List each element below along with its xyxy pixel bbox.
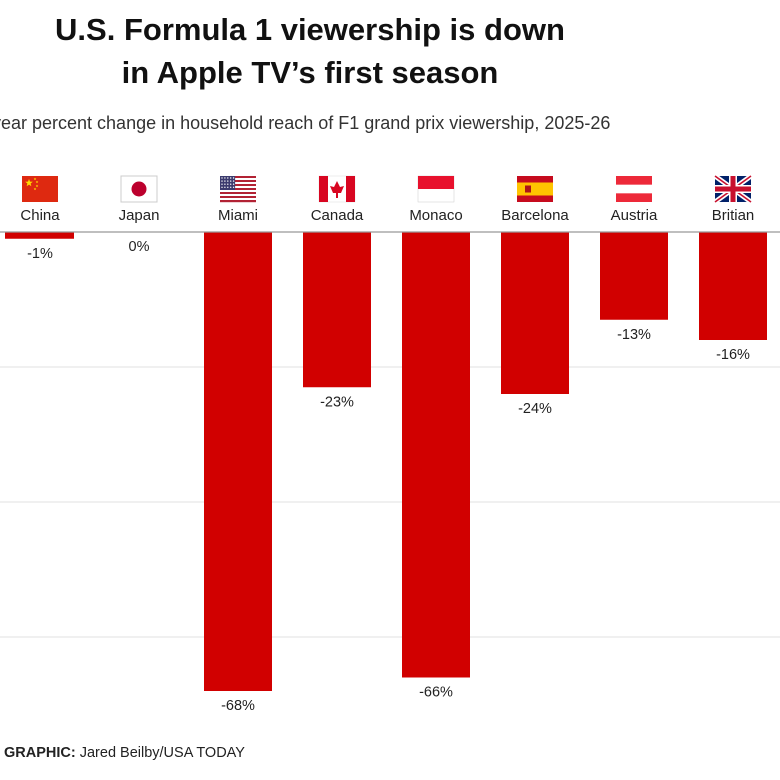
bar: [204, 232, 272, 691]
flag-star: [230, 177, 232, 179]
data-label: -23%: [320, 394, 354, 410]
data-label: -13%: [617, 327, 651, 343]
data-label: -68%: [221, 698, 255, 714]
flag-part: [220, 180, 256, 183]
title-line-1: U.S. Formula 1 viewership is down: [55, 12, 565, 47]
flag-star: [35, 180, 39, 184]
flag-part: [319, 176, 328, 202]
category-label: China: [20, 207, 60, 224]
flag-part: [220, 176, 236, 190]
category-label: Miami: [218, 207, 258, 224]
flag-part: [220, 188, 256, 191]
flag-star: [232, 186, 235, 188]
data-label: -66%: [419, 685, 453, 701]
flag-star: [221, 183, 223, 185]
flag-star: [33, 187, 37, 191]
flag-star: [230, 186, 232, 188]
japan-flag-icon: [120, 175, 158, 203]
flag-part: [220, 182, 256, 185]
category-label: Barcelona: [501, 207, 569, 224]
category-label: Monaco: [409, 207, 462, 224]
category-label: Austria: [611, 207, 658, 224]
monaco-flag-icon: [417, 175, 455, 203]
flag-disc: [131, 181, 147, 197]
credit-text: Jared Beilby/USA TODAY: [75, 745, 245, 761]
flag-part: [616, 184, 652, 194]
flag-star: [227, 186, 229, 188]
flag-part: [220, 176, 256, 179]
flag-part: [22, 176, 58, 202]
flag-star: [227, 180, 229, 182]
spain-flag-icon: [517, 176, 553, 202]
data-label: -16%: [716, 347, 750, 363]
china-flag-icon: [22, 176, 58, 202]
flag-star: [227, 183, 229, 185]
canada-flag-icon: [318, 175, 356, 203]
chart-title: U.S. Formula 1 viewership is down in App…: [0, 8, 620, 94]
flag-star: [25, 179, 33, 187]
data-label: -1%: [27, 246, 53, 262]
bar: [600, 232, 668, 320]
flag-part: [220, 186, 256, 189]
category-label: Japan: [119, 207, 160, 224]
flag-star: [232, 180, 235, 182]
credit-label: GRAPHIC:: [4, 745, 76, 761]
flag-part: [220, 178, 256, 181]
usa-flag-icon: [220, 176, 256, 203]
chart-subtitle: -year percent change in household reach …: [0, 113, 611, 133]
flag-star: [224, 177, 226, 179]
flag-part: [220, 196, 256, 199]
flag-part: [517, 182, 553, 196]
title-line-2: in Apple TV’s first season: [121, 55, 499, 90]
category-label: Canada: [311, 207, 364, 224]
flag-part: [346, 176, 355, 202]
bar: [699, 232, 767, 340]
bar: [303, 232, 371, 388]
flag-part: [220, 190, 256, 193]
flag-part: [220, 194, 256, 197]
flag-star: [224, 186, 226, 188]
flag-star: [232, 177, 235, 179]
uk-flag-icon: [713, 173, 753, 205]
flag-part: [525, 185, 531, 193]
flag-star: [33, 177, 37, 181]
flag-star: [224, 183, 226, 185]
flag-part: [418, 176, 454, 189]
flag-star: [35, 184, 39, 188]
bar: [402, 232, 470, 678]
data-label: -24%: [518, 401, 552, 417]
flag-star: [230, 183, 232, 185]
flag-part: [220, 184, 256, 187]
flag-part: [220, 192, 256, 195]
category-label: Britian: [712, 207, 755, 224]
flag-star: [232, 183, 235, 185]
flag-star: [221, 180, 223, 182]
footer-credit: GRAPHIC: Jared Beilby/USA TODAY: [4, 745, 245, 761]
flag-part: [220, 198, 256, 201]
maple-leaf: [330, 181, 344, 198]
bar: [501, 232, 569, 394]
austria-flag-icon: [616, 176, 652, 202]
flag-star: [221, 186, 223, 188]
flag-star: [227, 177, 229, 179]
flag-part: [715, 186, 751, 192]
bar: [5, 232, 74, 239]
flag-star: [221, 177, 223, 179]
flag-part: [220, 200, 256, 203]
data-label: 0%: [129, 239, 150, 255]
flag-star: [224, 180, 226, 182]
bar-chart: China -1% Japan 0% Miami -68% Canada -23% Monaco…: [0, 173, 780, 714]
flag-star: [230, 180, 232, 182]
